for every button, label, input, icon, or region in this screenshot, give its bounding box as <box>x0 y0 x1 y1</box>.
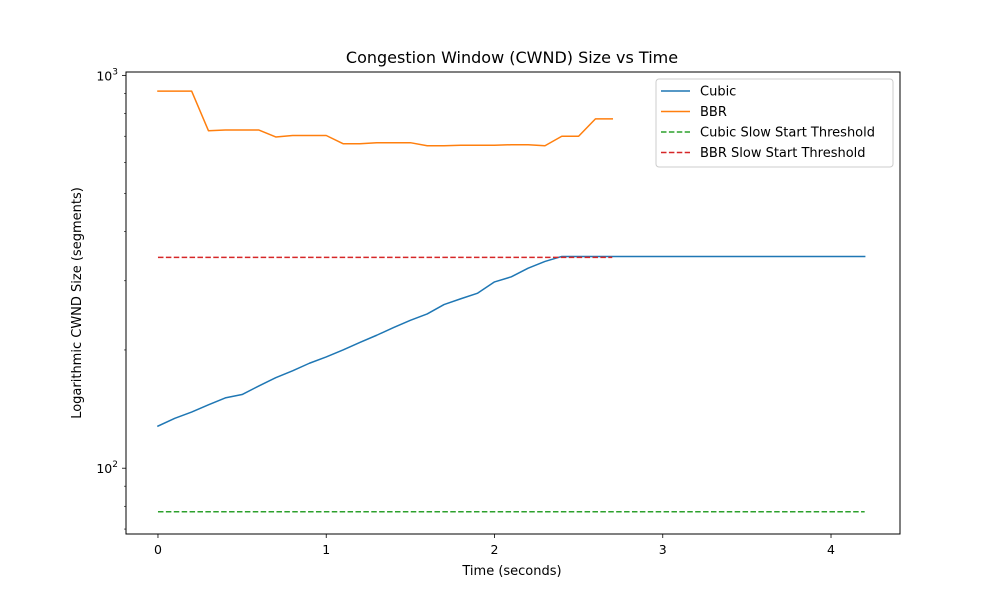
legend-label-bbr: BBR <box>700 105 727 120</box>
y-tick-label: 103 <box>96 67 118 83</box>
legend-label-cubic: Cubic <box>700 85 736 100</box>
x-tick-label: 2 <box>491 542 499 557</box>
x-tick-label: 3 <box>659 542 667 557</box>
plot-area <box>156 90 866 513</box>
series-line-cubic <box>156 255 866 428</box>
x-tick-label: 4 <box>827 542 835 557</box>
legend: Cubic BBR Cubic Slow Start Threshold BBR Sl… <box>655 78 894 168</box>
y-tick-label: 102 <box>96 460 118 476</box>
y-axis-ticks: 102 103 <box>96 67 126 530</box>
legend-label-cubic-slow-start-threshold: Cubic Slow Start Threshold <box>700 126 875 141</box>
series-line-bbr <box>157 90 614 147</box>
plot-frame <box>125 71 901 535</box>
legend-label-bbr-slow-start-threshold: BBR Slow Start Threshold <box>700 146 866 161</box>
legend-box <box>655 78 894 168</box>
x-axis-ticks: 0 1 2 3 4 <box>154 534 835 557</box>
y-axis-label: Logarithmic CWND Size (segments) <box>70 187 85 419</box>
x-tick-label: 1 <box>322 542 330 557</box>
chart-title: Congestion Window (CWND) Size vs Time <box>346 48 678 67</box>
x-axis-label: Time (seconds) <box>461 564 561 579</box>
x-tick-label: 0 <box>154 542 162 557</box>
